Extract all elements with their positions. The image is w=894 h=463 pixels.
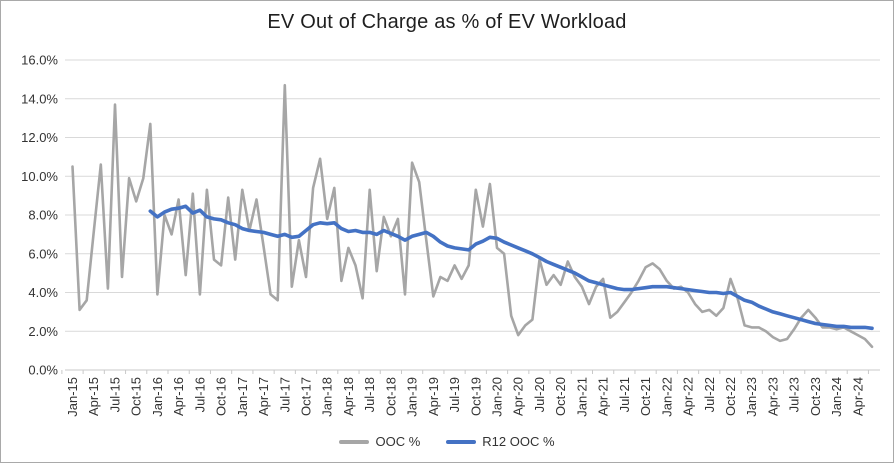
y-tick-label: 14.0% bbox=[21, 91, 58, 106]
x-tick-label: Oct-19 bbox=[468, 377, 483, 416]
y-tick-label: 2.0% bbox=[28, 324, 58, 339]
x-tick-label: Jul-22 bbox=[702, 377, 717, 412]
legend-label-ooc: OOC % bbox=[375, 434, 421, 449]
x-tick-label: Jan-22 bbox=[659, 377, 674, 417]
x-tick-label: Jul-16 bbox=[192, 377, 207, 412]
x-tick-label: Oct-22 bbox=[723, 377, 738, 416]
x-tick-label: Jul-15 bbox=[107, 377, 122, 412]
x-tick-label: Jan-15 bbox=[65, 377, 80, 417]
x-tick-label: Jul-20 bbox=[532, 377, 547, 412]
x-tick-label: Apr-22 bbox=[681, 377, 696, 416]
x-tick-label: Jul-18 bbox=[362, 377, 377, 412]
x-tick-label: Jan-20 bbox=[490, 377, 505, 417]
x-tick-label: Jan-24 bbox=[829, 377, 844, 417]
ooc-series-line bbox=[71, 83, 874, 349]
legend-item-r12: R12 OOC % bbox=[446, 434, 555, 449]
y-tick-label: 0.0% bbox=[28, 363, 58, 378]
x-tick-label: Jan-18 bbox=[320, 377, 335, 417]
x-tick-label: Jan-19 bbox=[405, 377, 420, 417]
x-tick-label: Apr-20 bbox=[511, 377, 526, 416]
x-tick-label: Jul-17 bbox=[277, 377, 292, 412]
x-tick-label: Apr-21 bbox=[596, 377, 611, 416]
x-tick-label: Oct-15 bbox=[129, 377, 144, 416]
x-tick-label: Apr-16 bbox=[171, 377, 186, 416]
y-tick-label: 16.0% bbox=[21, 53, 58, 68]
x-tick-label: Apr-24 bbox=[850, 377, 865, 416]
chart-title: EV Out of Charge as % of EV Workload bbox=[267, 11, 627, 33]
x-tick-label: Jul-21 bbox=[617, 377, 632, 412]
x-tick-label: Jul-19 bbox=[447, 377, 462, 412]
x-tick-label: Oct-23 bbox=[808, 377, 823, 416]
x-tick-label: Apr-18 bbox=[341, 377, 356, 416]
y-tick-label: 6.0% bbox=[28, 246, 58, 261]
x-tick-label: Jan-17 bbox=[235, 377, 250, 417]
x-tick-label: Oct-18 bbox=[383, 377, 398, 416]
x-tick-label: Oct-16 bbox=[214, 377, 229, 416]
y-tick-label: 10.0% bbox=[21, 169, 58, 184]
x-tick-label: Jul-23 bbox=[787, 377, 802, 412]
x-tick-label: Apr-17 bbox=[256, 377, 271, 416]
x-tick-label: Apr-19 bbox=[426, 377, 441, 416]
ooc-line-swatch-icon bbox=[339, 439, 370, 444]
y-tick-label: 4.0% bbox=[28, 285, 58, 300]
legend-label-r12: R12 OOC % bbox=[482, 434, 555, 449]
x-tick-label: Jan-23 bbox=[744, 377, 759, 417]
x-tick-label: Apr-23 bbox=[765, 377, 780, 416]
r12-series-line bbox=[148, 204, 874, 331]
x-tick-label: Oct-17 bbox=[298, 377, 313, 416]
x-tick-label: Apr-15 bbox=[86, 377, 101, 416]
plot-area: 0.0% 2.0% 4.0% 6.0% 8.0% 10.0% 12.0% 14.0% 16.0%… bbox=[21, 53, 880, 417]
x-tick-label: Oct-21 bbox=[638, 377, 653, 416]
y-tick-label: 8.0% bbox=[28, 208, 58, 223]
x-tick-label: Oct-20 bbox=[553, 377, 568, 416]
x-tick-label: Jan-16 bbox=[150, 377, 165, 417]
legend-item-ooc: OOC % bbox=[339, 434, 420, 449]
r12-line-swatch-icon bbox=[446, 439, 477, 444]
x-tick-label: Jan-21 bbox=[574, 377, 589, 417]
y-tick-label: 12.0% bbox=[21, 130, 58, 145]
legend: OOC % R12 OOC % bbox=[1, 434, 893, 449]
